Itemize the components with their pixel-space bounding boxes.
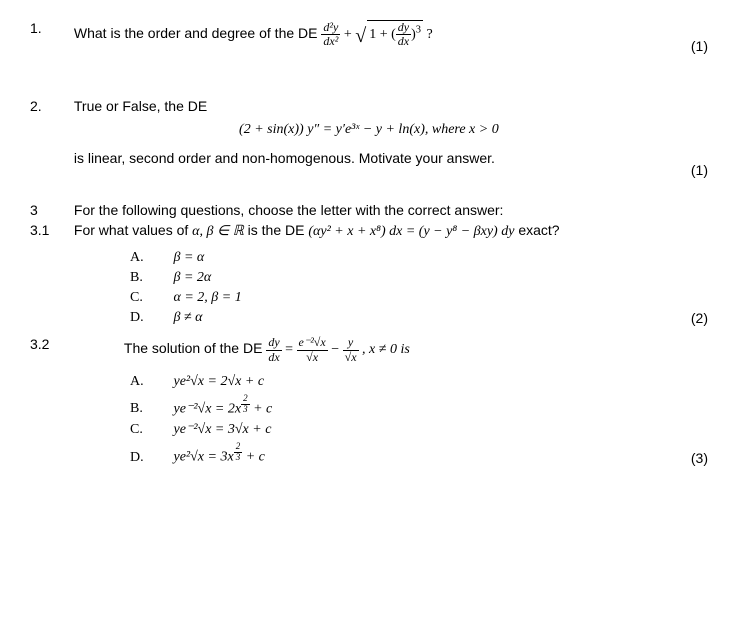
q32-marks: (3)	[691, 450, 708, 466]
q1-sqrt: 1 + (dydx)3	[367, 20, 423, 48]
q31-option-a: A. β = α	[130, 250, 708, 266]
q32-equation: dydx = e⁻²√x√x − y√x , x ≠ 0 is	[266, 342, 409, 357]
q32-body: The solution of the DE dydx = e⁻²√x√x − …	[124, 336, 664, 363]
q32-text-a: The solution of the DE	[124, 340, 266, 356]
question-3-2: 3.2 The solution of the DE dydx = e⁻²√x√…	[30, 336, 708, 465]
q31-option-d: D. β ≠ α	[130, 310, 708, 326]
q2-line2: is linear, second order and non-homogeno…	[74, 150, 664, 166]
q32-option-d: D. ye²√x = 3x23 + c	[130, 442, 708, 465]
q2-line1: True or False, the DE	[74, 98, 664, 114]
q32-options: A. ye²√x = 2√x + c B. ye⁻²√x = 2x23 + c …	[130, 374, 708, 466]
q31-body: For what values of α, β ∈ ℝ is the DE (α…	[74, 222, 664, 240]
question-1: 1. What is the order and degree of the D…	[30, 20, 708, 48]
q3-number: 3	[30, 202, 70, 218]
q31-ab: α, β ∈ ℝ	[192, 224, 244, 239]
q32-option-a: A. ye²√x = 2√x + c	[130, 374, 708, 390]
q31-marks: (2)	[691, 310, 708, 326]
question-3: 3 For the following questions, choose th…	[30, 202, 708, 218]
q1-marks: (1)	[691, 38, 708, 54]
q1-frac1: d²y dx²	[321, 21, 340, 48]
q31-eq: (αy² + x + x⁸) dx = (y − y⁸ − βxy) dy	[308, 224, 514, 239]
q31-option-c: C. α = 2, β = 1	[130, 290, 708, 306]
q31-number: 3.1	[30, 222, 70, 238]
q31-options: A. β = α B. β = 2α C. α = 2, β = 1 D. β …	[130, 250, 708, 326]
q1-text-a: What is the order and degree of the DE	[74, 25, 321, 41]
q2-number: 2.	[30, 98, 70, 114]
q32-option-c: C. ye⁻²√x = 3√x + c	[130, 421, 708, 438]
q32-number: 3.2	[30, 336, 70, 352]
q31-text-a: For what values of	[74, 222, 192, 238]
q2-body: True or False, the DE (2 + sin(x)) y″ = …	[74, 98, 664, 166]
q3-intro: For the following questions, choose the …	[74, 202, 664, 218]
q31-text-c: exact?	[514, 222, 559, 238]
q2-equation: (2 + sin(x)) y″ = y′e³ˣ − y + ln(x), whe…	[74, 122, 664, 138]
question-3-1: 3.1 For what values of α, β ∈ ℝ is the D…	[30, 222, 708, 326]
q1-body: What is the order and degree of the DE d…	[74, 20, 664, 48]
q31-text-b: is the DE	[244, 222, 309, 238]
q2-marks: (1)	[691, 162, 708, 178]
question-2: 2. True or False, the DE (2 + sin(x)) y″…	[30, 98, 708, 166]
q32-option-b: B. ye⁻²√x = 2x23 + c	[130, 394, 708, 417]
q1-frac2: dydx	[396, 21, 411, 48]
q1-number: 1.	[30, 20, 70, 36]
q1-equation: d²y dx² + √ 1 + (dydx)3 ?	[321, 27, 432, 42]
q31-option-b: B. β = 2α	[130, 270, 708, 286]
